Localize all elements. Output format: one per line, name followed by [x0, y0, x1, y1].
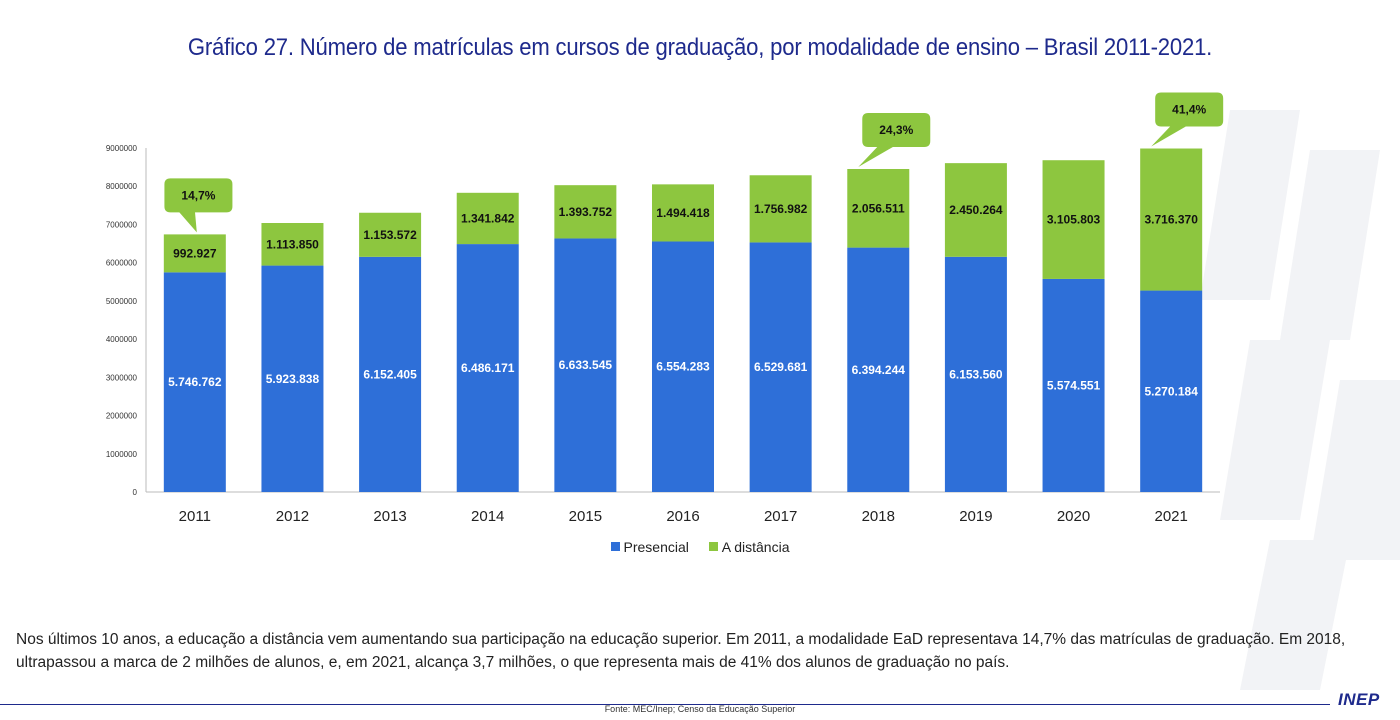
callout-2021: [1151, 92, 1224, 147]
data-label-presencial-2019: 6.153.560: [949, 367, 1003, 381]
y-tick-label: 0: [133, 488, 138, 497]
bar-presencial-2013: [359, 256, 422, 492]
x-tick-label-2020: 2020: [1057, 508, 1090, 525]
chart-title: Gráfico 27. Número de matrículas em curs…: [187, 34, 1213, 61]
data-label-distancia-2020: 3.105.803: [1047, 213, 1101, 227]
description-text: Nos últimos 10 anos, a educação a distân…: [16, 631, 1346, 671]
bar-distancia-2014: [456, 192, 519, 245]
legend-swatch-presencial: [610, 542, 620, 551]
y-tick-label: 4000000: [106, 335, 138, 344]
inep-logo: INEP: [1338, 690, 1380, 709]
bar-distancia-2017: [749, 175, 812, 243]
bar-presencial-2014: [456, 244, 519, 492]
data-label-presencial-2016: 6.554.283: [656, 360, 710, 374]
x-tick-label-2014: 2014: [471, 508, 504, 525]
bar-presencial-2017: [749, 242, 812, 492]
legend-item-distancia: A distância: [708, 538, 790, 555]
bar-presencial-2020: [1042, 278, 1105, 492]
footer-divider: [0, 704, 1330, 705]
bar-distancia-2018: [847, 168, 910, 248]
y-tick-label: 6000000: [106, 259, 138, 268]
bar-distancia-2015: [554, 185, 617, 239]
data-label-distancia-2021: 3.716.370: [1144, 213, 1198, 227]
bar-presencial-2021: [1140, 290, 1203, 492]
data-label-presencial-2017: 6.529.681: [754, 360, 808, 374]
y-tick-label: 3000000: [106, 373, 138, 382]
legend-swatch-distancia: [708, 542, 718, 551]
data-label-distancia-2013: 1.153.572: [363, 228, 417, 242]
callout-2018: [858, 112, 931, 167]
y-tick-label: 7000000: [106, 220, 138, 229]
x-tick-label-2012: 2012: [276, 508, 309, 525]
data-label-presencial-2011: 5.746.762: [168, 375, 222, 389]
x-tick-label-2021: 2021: [1154, 508, 1187, 525]
bar-presencial-2019: [944, 256, 1007, 492]
callout-label-2011: 14,7%: [181, 188, 215, 202]
bar-presencial-2018: [847, 247, 910, 492]
x-tick-label-2018: 2018: [862, 508, 895, 525]
bar-distancia-2021: [1140, 148, 1203, 291]
callout-label-2018: 24,3%: [879, 123, 913, 137]
data-label-presencial-2015: 6.633.545: [559, 358, 613, 372]
data-label-distancia-2019: 2.450.264: [949, 203, 1003, 217]
bar-presencial-2012: [261, 265, 324, 492]
data-label-presencial-2021: 5.270.184: [1144, 384, 1198, 398]
data-label-distancia-2011: 992.927: [173, 246, 217, 260]
callout-label-2021: 41,4%: [1172, 103, 1206, 117]
x-tick-label-2013: 2013: [373, 508, 406, 525]
x-tick-label-2015: 2015: [569, 508, 602, 525]
callout-2011: [164, 178, 233, 233]
bar-distancia-2019: [944, 163, 1007, 257]
bar-presencial-2015: [554, 238, 617, 492]
data-label-distancia-2014: 1.341.842: [461, 211, 515, 225]
data-label-presencial-2014: 6.486.171: [461, 361, 515, 375]
y-tick-label: 5000000: [106, 297, 138, 306]
bar-presencial-2011: [163, 272, 226, 492]
legend-label-distancia: A distância: [721, 538, 790, 555]
y-tick-label: 8000000: [106, 182, 138, 191]
stacked-bar-chart: 0 1000000 2000000 3000000 4000000 5000000 6000…: [106, 92, 1224, 525]
legend: Presencial A distância: [0, 538, 1400, 555]
bar-distancia-2016: [652, 184, 714, 242]
data-label-distancia-2015: 1.393.752: [559, 205, 613, 219]
data-label-distancia-2016: 1.494.418: [656, 206, 710, 220]
data-label-presencial-2013: 6.152.405: [363, 367, 417, 381]
data-label-distancia-2017: 1.756.982: [754, 202, 808, 216]
y-tick-label: 2000000: [106, 412, 138, 421]
source-note: Fonte: MEC/Inep; Censo da Educação Super…: [604, 704, 796, 714]
bar-distancia-2011: [163, 234, 226, 273]
y-tick-label: 1000000: [106, 450, 138, 459]
x-tick-label-2017: 2017: [764, 508, 797, 525]
data-label-distancia-2012: 1.113.850: [266, 237, 319, 251]
x-tick-label-2019: 2019: [959, 508, 992, 525]
bar-presencial-2016: [652, 241, 714, 492]
y-tick-label: 9000000: [106, 144, 138, 153]
legend-item-presencial: Presencial: [610, 538, 689, 555]
bar-distancia-2020: [1042, 160, 1105, 279]
data-label-distancia-2018: 2.056.511: [852, 201, 905, 215]
legend-label-presencial: Presencial: [623, 538, 689, 555]
x-tick-label-2011: 2011: [179, 508, 211, 525]
data-label-presencial-2012: 5.923.838: [266, 372, 320, 386]
data-label-presencial-2018: 6.394.244: [852, 363, 906, 377]
bar-distancia-2013: [359, 212, 422, 257]
x-tick-label-2016: 2016: [666, 508, 699, 525]
data-label-presencial-2020: 5.574.551: [1047, 378, 1101, 392]
bar-distancia-2012: [261, 223, 324, 266]
